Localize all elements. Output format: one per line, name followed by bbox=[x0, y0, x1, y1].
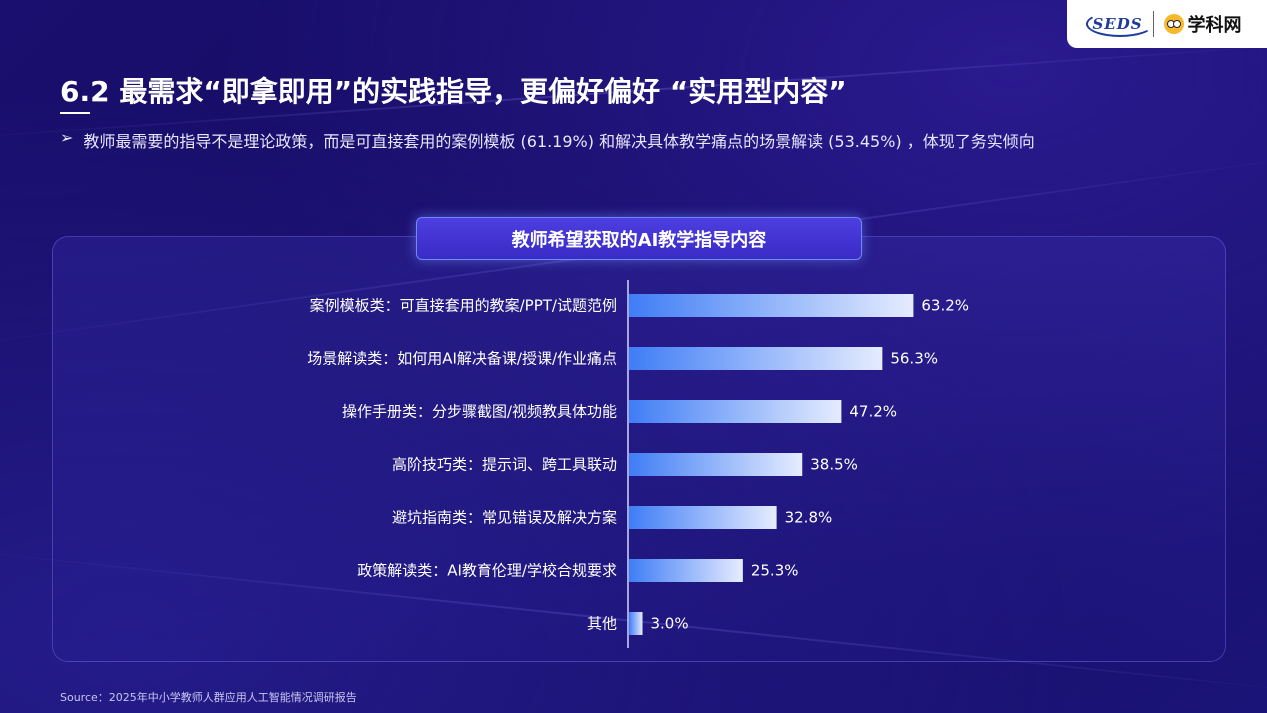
category-label: 操作手册类：分步骤截图/视频教具体功能 bbox=[342, 403, 617, 421]
category-label: 案例模板类：可直接套用的教案/PPT/试题范例 bbox=[310, 297, 617, 315]
bar bbox=[629, 294, 914, 317]
category-label: 场景解读类：如何用AI解决备课/授课/作业痛点 bbox=[307, 350, 617, 368]
owl-icon bbox=[1163, 14, 1184, 34]
bar bbox=[629, 347, 883, 370]
value-label: 38.5% bbox=[810, 456, 858, 474]
source-note: Source：2025年中小学教师人群应用人工智能情况调研报告 bbox=[60, 691, 357, 704]
xuekewang-logo-text: 学科网 bbox=[1187, 15, 1242, 36]
bar bbox=[629, 506, 777, 529]
category-label: 政策解读类：AI教育伦理/学校合规要求 bbox=[357, 562, 617, 580]
logo-bar: SEDS 学科网 bbox=[1067, 0, 1267, 48]
bar bbox=[629, 559, 743, 582]
page-subtitle: ➢ 教师最需要的指导不是理论政策，而是可直接套用的案例模板 (61.19%) 和… bbox=[60, 128, 1035, 152]
bar bbox=[629, 400, 842, 423]
value-label: 25.3% bbox=[751, 562, 799, 580]
value-label: 63.2% bbox=[921, 297, 969, 315]
category-label: 避坑指南类：常见错误及解决方案 bbox=[392, 509, 617, 527]
category-label: 其他 bbox=[587, 615, 617, 633]
bar bbox=[629, 453, 803, 476]
seds-logo: SEDS bbox=[1086, 11, 1155, 37]
xuekewang-logo: 学科网 bbox=[1163, 11, 1242, 37]
page-title: 6.2 最需求“即拿即用”的实践指导，更偏好偏好 “实用型内容” bbox=[60, 75, 847, 108]
subtitle-text: 教师最需要的指导不是理论政策，而是可直接套用的案例模板 (61.19%) 和解决… bbox=[83, 132, 1035, 151]
value-label: 56.3% bbox=[890, 350, 938, 368]
arrow-bullet-icon: ➢ bbox=[60, 128, 74, 147]
bars-group: 案例模板类：可直接套用的教案/PPT/试题范例 63.2% 场景解读类：如何用AI解… bbox=[307, 294, 969, 635]
value-label: 47.2% bbox=[849, 403, 897, 421]
value-label: 3.0% bbox=[651, 615, 689, 633]
chart-title: 教师希望获取的AI教学指导内容 bbox=[416, 217, 862, 260]
value-label: 32.8% bbox=[785, 509, 833, 527]
category-label: 高阶技巧类：提示词、跨工具联动 bbox=[392, 456, 617, 474]
title-underline bbox=[60, 112, 90, 114]
bar bbox=[629, 612, 643, 635]
